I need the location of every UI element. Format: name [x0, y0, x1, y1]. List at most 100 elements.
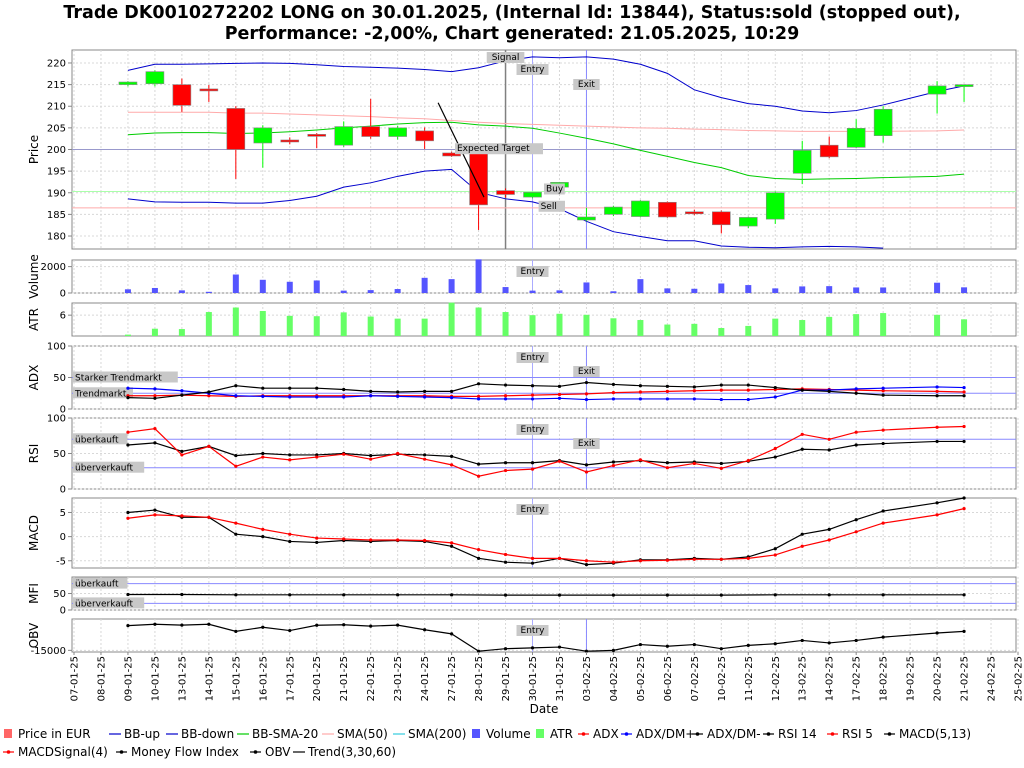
atr-bar: [286, 315, 293, 336]
obv-series-point: [180, 623, 184, 627]
volume-bar: [529, 290, 536, 293]
obv-series-point: [584, 649, 589, 653]
x-tick-label: 24-01-25: [420, 656, 431, 701]
x-tick-label: 22-01-25: [366, 656, 377, 701]
macd-series-point: [450, 541, 454, 545]
mfi-series-point: [342, 593, 346, 597]
x-tick-label: 20-02-25: [933, 656, 944, 701]
obv-series-point: [207, 622, 211, 626]
rsi-series-point: [611, 463, 616, 468]
adx-series-point: [234, 384, 238, 388]
macd-series-point: [234, 532, 238, 536]
x-tick-label: 17-01-25: [285, 656, 296, 701]
atr-bar: [502, 312, 509, 336]
legend-label: RSI 5: [842, 727, 873, 741]
candle-body: [792, 150, 812, 174]
legend-label: Price in EUR: [18, 727, 91, 741]
macd-series-point: [396, 538, 400, 542]
rsi-series-point: [234, 454, 238, 458]
adx-marker-label: Entry: [521, 353, 546, 363]
legend-swatch: [4, 729, 12, 738]
x-tick-label: 10-01-25: [150, 656, 161, 701]
marker-label-bg: [486, 52, 525, 63]
x-tick-label: 06-02-25: [663, 656, 674, 701]
legend-item: Money Flow Index: [116, 745, 239, 759]
obv-series-point: [234, 629, 238, 633]
macd-series-point: [962, 507, 966, 511]
macd-series-point: [530, 556, 535, 560]
rsi-series-point: [935, 439, 939, 444]
legend-label: ADX/DM-: [707, 727, 761, 741]
atr-bar: [583, 314, 590, 336]
x-tick-label: 18-02-25: [879, 656, 890, 701]
marker-label-bg: [516, 64, 549, 75]
adx-series-point: [962, 394, 966, 398]
obv-series-point: [962, 629, 966, 633]
rsi-ytick-label: 0: [60, 485, 66, 496]
adx-series-point: [476, 397, 481, 401]
price-ylabel: Price: [27, 135, 41, 164]
macd-series-point: [126, 510, 130, 515]
candle-body: [819, 144, 839, 158]
adx-hline-label-bg: [73, 387, 133, 399]
adx-series-point: [530, 397, 535, 401]
atr-bar: [313, 316, 320, 336]
rsi-series-point: [638, 458, 643, 462]
volume-bar: [421, 277, 428, 293]
atr-bar: [205, 312, 212, 336]
mfi-series-point: [450, 593, 454, 597]
legend-item: ADX/DM+: [621, 727, 695, 741]
x-tick-label: 21-01-25: [339, 656, 350, 701]
macd-series-point: [584, 563, 589, 567]
x-tick-label: 27-01-25: [447, 656, 458, 701]
adx-series-point: [180, 389, 184, 393]
candle-body: [658, 201, 677, 218]
obv-series-point: [153, 622, 157, 626]
obv-series-point: [881, 635, 885, 639]
obv-series-point: [827, 641, 831, 645]
rsi-series-point: [557, 459, 562, 463]
adx-series-point: [692, 397, 696, 401]
adx-series-point: [557, 396, 562, 400]
candle-body: [873, 108, 893, 136]
adx-series-point: [180, 393, 184, 397]
bb-down-line: [127, 168, 884, 249]
mfi-series-point: [557, 593, 562, 597]
x-tick-label: 07-01-25: [70, 656, 81, 701]
adx-ytick-label: 50: [53, 373, 66, 384]
volume-bar: [961, 287, 968, 293]
candle-body: [118, 81, 138, 85]
legend-label: Trend(3,30,60): [307, 745, 396, 759]
rsi-series-point: [261, 451, 265, 456]
macd-series-point: [773, 547, 777, 551]
atr-bar: [259, 310, 266, 336]
legend-label: MACDSignal(4): [18, 745, 108, 759]
volume-bar: [475, 259, 482, 293]
atr-bar: [232, 307, 239, 336]
rsi-hline-label: überverkauft: [75, 464, 134, 474]
macd-series-point: [261, 535, 265, 539]
adx-ytick-label: 0: [60, 405, 66, 416]
atr-bar: [637, 320, 644, 336]
macd-series-point: [962, 496, 966, 500]
atr-bar: [421, 318, 428, 336]
legend-swatch-dot: [253, 750, 258, 754]
legend-swatch-dot: [624, 732, 629, 736]
x-tick-label: 12-02-25: [771, 656, 782, 701]
adx-series-point: [288, 395, 292, 399]
adx-marker-label-bg: [516, 352, 549, 363]
mfi-series-point: [503, 593, 508, 597]
price-ytick-label: 205: [47, 123, 66, 134]
legend-label: BB-SMA-20: [252, 727, 318, 741]
price-ytick-label: 210: [47, 102, 66, 113]
macd-series-point: [881, 521, 885, 525]
rsi-series-point: [584, 463, 589, 467]
rsi-series-point: [827, 448, 831, 452]
candle-body: [388, 127, 407, 137]
obv-series-point: [342, 623, 346, 627]
adx-series-point: [611, 391, 616, 395]
chart-panels: 180185190195200205210215220PriceSignalEn…: [27, 49, 1019, 657]
adx-series-point: [584, 397, 589, 402]
legend-item: Trend(3,30,60): [293, 745, 396, 759]
annotation-bg: [454, 143, 543, 155]
